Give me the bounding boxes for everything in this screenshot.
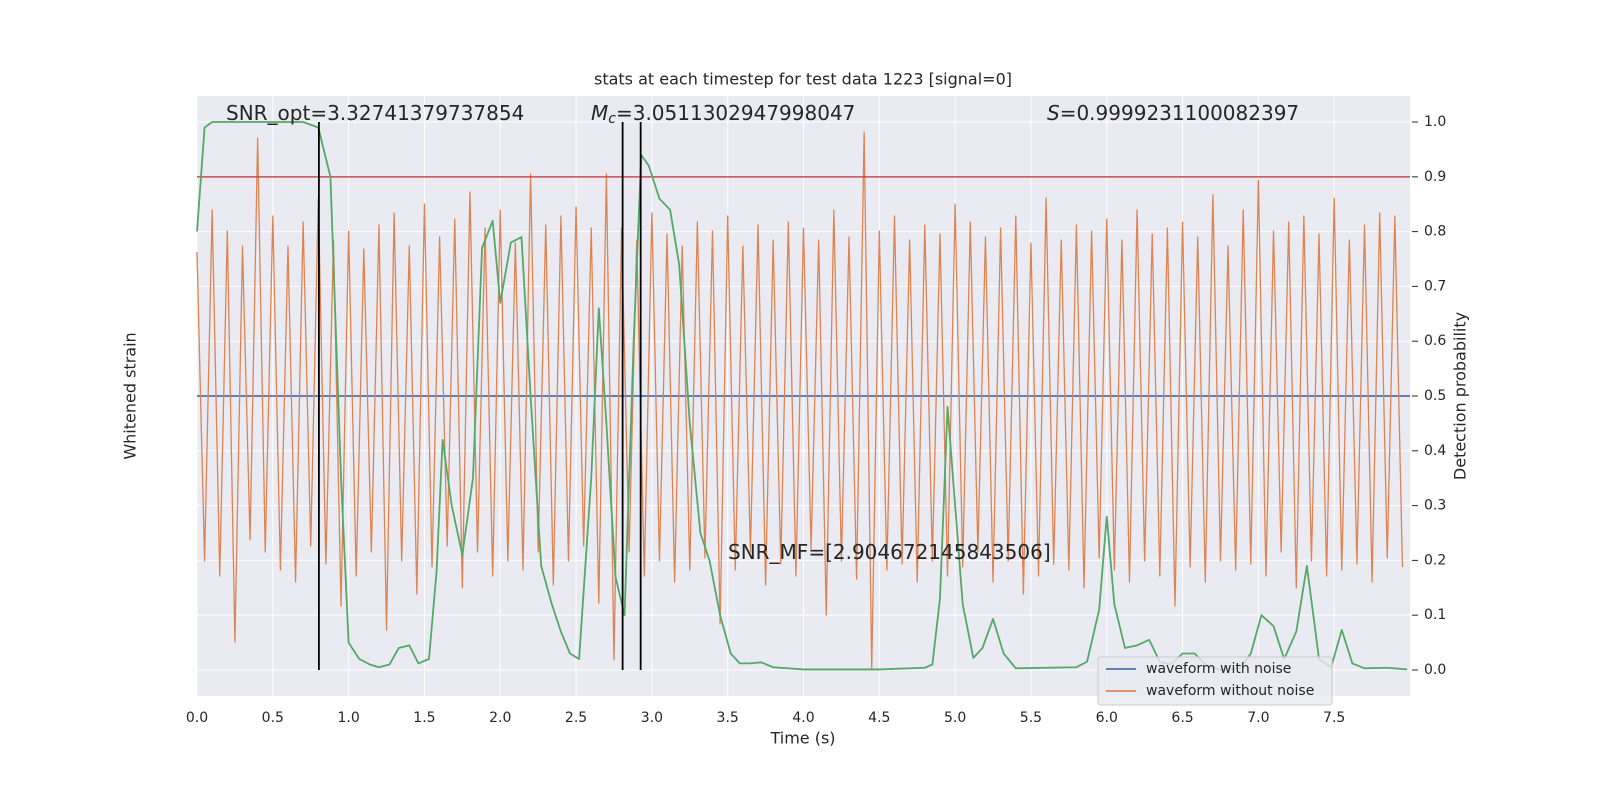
y2-tick-label: 0.5 bbox=[1424, 388, 1446, 404]
annotation-text: SNR_MF=[2.904672145843506] bbox=[728, 540, 1051, 564]
annotation: SNR_MF=[2.904672145843506] bbox=[728, 540, 1051, 564]
y2-tick-label: 0.3 bbox=[1424, 498, 1446, 514]
x-tick-label: 3.0 bbox=[641, 710, 663, 726]
chart-title: stats at each timestep for test data 122… bbox=[594, 70, 1012, 89]
x-tick-label: 5.0 bbox=[944, 710, 966, 726]
y2-axis-label: Detection probability bbox=[1451, 312, 1470, 480]
y-axis-label: Whitened strain bbox=[121, 332, 140, 459]
y2-tick-label: 1.0 bbox=[1424, 114, 1446, 130]
annotation-symbol: M bbox=[591, 101, 608, 125]
x-tick-label: 7.5 bbox=[1323, 710, 1345, 726]
annotation-symbol: S bbox=[1047, 101, 1060, 125]
legend-label: waveform without noise bbox=[1146, 683, 1314, 699]
y2-tick-label: 0.6 bbox=[1424, 333, 1446, 349]
y2-tick-label: 0.1 bbox=[1424, 607, 1446, 623]
x-tick-label: 3.5 bbox=[717, 710, 739, 726]
legend: waveform with noise waveform without nois… bbox=[1097, 656, 1333, 706]
x-tick-label: 6.5 bbox=[1171, 710, 1193, 726]
x-tick-label: 2.5 bbox=[565, 710, 587, 726]
x-tick-label: 1.5 bbox=[413, 710, 435, 726]
annotation: S=0.9999231100082397 bbox=[1047, 101, 1299, 125]
x-tick-label: 2.0 bbox=[489, 710, 511, 726]
y2-tick-label: 0.8 bbox=[1424, 224, 1446, 240]
x-tick-label: 1.0 bbox=[337, 710, 359, 726]
y2-tick-label: 0.7 bbox=[1424, 278, 1446, 294]
legend-box bbox=[1097, 656, 1333, 706]
annotation: SNR_opt=3.32741379737854 bbox=[226, 101, 524, 125]
y2-tick-label: 0.9 bbox=[1424, 169, 1446, 185]
annotation-text: SNR_opt=3.32741379737854 bbox=[226, 101, 524, 125]
legend-label: waveform with noise bbox=[1146, 661, 1291, 677]
x-tick-label: 5.5 bbox=[1020, 710, 1042, 726]
y2-tick-label: 0.0 bbox=[1424, 662, 1446, 678]
x-tick-label: 7.0 bbox=[1247, 710, 1269, 726]
x-tick-label: 6.0 bbox=[1096, 710, 1118, 726]
y2-tick-label: 0.2 bbox=[1424, 552, 1446, 568]
x-tick-label: 4.5 bbox=[868, 710, 890, 726]
annotation: Mc=3.0511302947998047 bbox=[591, 101, 855, 128]
y2-tick-label: 0.4 bbox=[1424, 443, 1446, 459]
x-tick-label: 0.0 bbox=[186, 710, 208, 726]
annotation-text: =0.9999231100082397 bbox=[1060, 101, 1299, 125]
x-tick-label: 4.0 bbox=[792, 710, 814, 726]
annotation-subscript: c bbox=[608, 111, 616, 127]
x-axis-label: Time (s) bbox=[769, 729, 835, 748]
annotation-text: =3.0511302947998047 bbox=[616, 101, 855, 125]
x-tick-label: 0.5 bbox=[262, 710, 284, 726]
series-line bbox=[196, 131, 1404, 670]
